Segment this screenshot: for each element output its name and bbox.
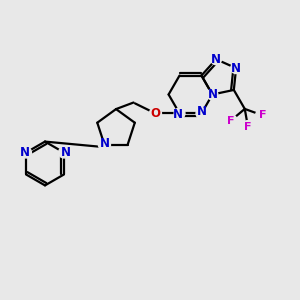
Circle shape bbox=[207, 89, 218, 100]
Text: N: N bbox=[61, 146, 70, 159]
Circle shape bbox=[231, 63, 242, 74]
Text: N: N bbox=[207, 88, 218, 101]
Text: N: N bbox=[173, 109, 183, 122]
Text: N: N bbox=[211, 53, 221, 66]
Circle shape bbox=[224, 114, 237, 128]
Circle shape bbox=[256, 109, 269, 122]
Circle shape bbox=[242, 121, 255, 134]
Text: F: F bbox=[244, 122, 252, 132]
Text: O: O bbox=[151, 107, 160, 120]
Text: F: F bbox=[227, 116, 234, 126]
Circle shape bbox=[196, 108, 207, 119]
Circle shape bbox=[58, 147, 69, 158]
Text: N: N bbox=[100, 137, 110, 150]
Text: N: N bbox=[196, 106, 206, 118]
Circle shape bbox=[211, 54, 221, 65]
Circle shape bbox=[149, 107, 161, 119]
Circle shape bbox=[21, 147, 32, 158]
Circle shape bbox=[98, 139, 110, 151]
Text: F: F bbox=[259, 110, 266, 120]
Text: N: N bbox=[20, 146, 29, 159]
Text: N: N bbox=[231, 62, 241, 75]
Circle shape bbox=[174, 108, 185, 119]
